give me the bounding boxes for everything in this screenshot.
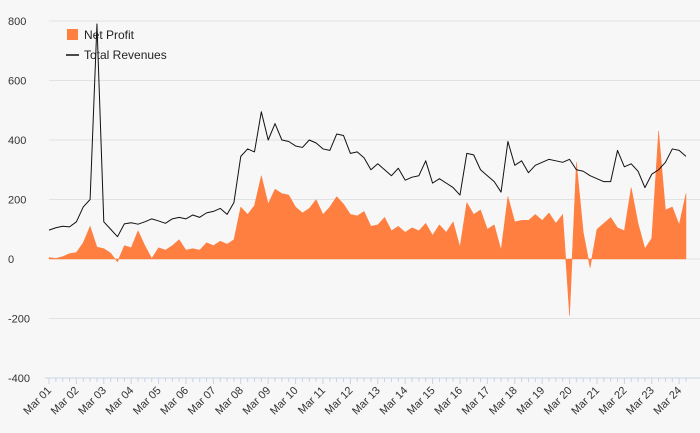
- legend-swatch-net-profit: [67, 29, 78, 40]
- y-tick-label: -400: [8, 373, 30, 385]
- y-tick-label: 200: [8, 195, 26, 207]
- series-net-profit-area: [48, 131, 687, 316]
- plot-area: [48, 131, 687, 316]
- y-tick-label: -200: [8, 314, 30, 326]
- legend: Net Profit Total Revenues: [66, 28, 167, 62]
- y-tick-label: 0: [8, 254, 14, 266]
- y-axis: -400 -200 0 200 400 600 800: [8, 16, 30, 385]
- y-tick-label: 400: [8, 135, 26, 147]
- line-layer: [48, 23, 687, 238]
- series-total-revenues-line: [48, 23, 687, 238]
- legend-label-net-profit: Net Profit: [84, 28, 135, 42]
- y-tick-label: 800: [8, 16, 26, 28]
- y-tick-label: 600: [8, 76, 26, 88]
- legend-label-total-revenues: Total Revenues: [84, 48, 167, 62]
